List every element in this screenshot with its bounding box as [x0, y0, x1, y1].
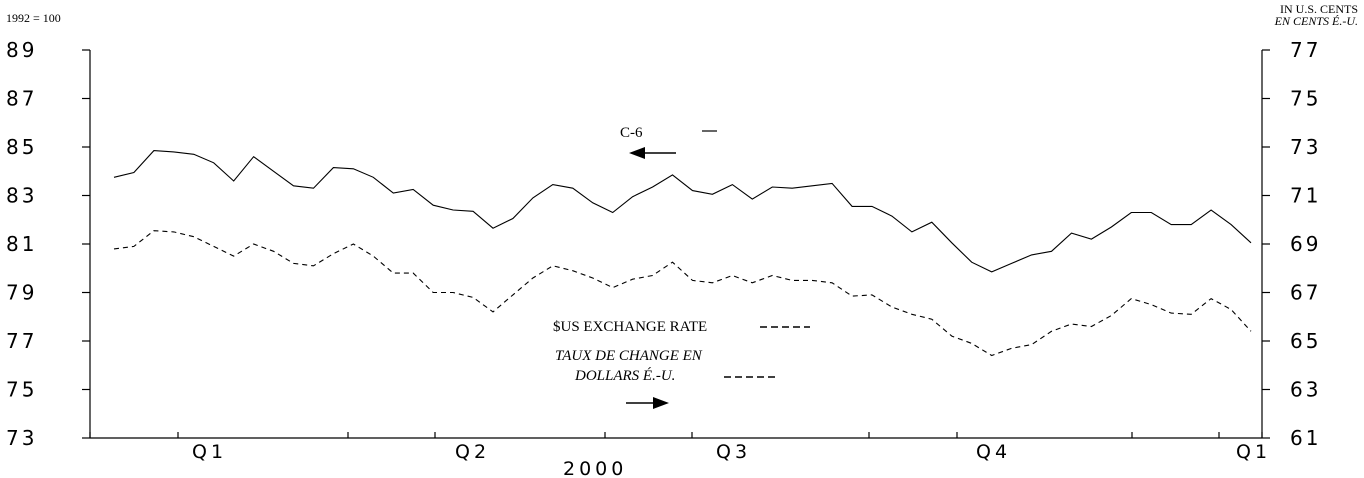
left-tick-label: 73 [6, 426, 37, 450]
left-tick-label: 85 [6, 135, 37, 159]
right-axis-ticks: 77 75 73 71 69 67 65 63 61 [1262, 38, 1321, 450]
series-line-exchange-rate [113, 230, 1252, 357]
x-tick-label-q4: Q4 [976, 441, 1011, 463]
fx-legend-label-fr-2: DOLLARS É.-U. [574, 367, 675, 384]
right-arrow-icon [626, 397, 669, 409]
x-axis-ticks [89, 432, 1263, 438]
x-tick-label-q1: Q1 [192, 441, 227, 463]
series-line-c6 [113, 150, 1252, 273]
right-tick-label: 63 [1290, 378, 1321, 402]
x-tick-label-q3: Q3 [716, 441, 751, 463]
right-tick-label: 75 [1290, 87, 1321, 111]
left-tick-label: 81 [6, 232, 37, 256]
right-tick-label: 61 [1290, 426, 1321, 450]
right-unit-label-en: IN U.S. CENTS [1280, 2, 1358, 16]
right-tick-label: 65 [1290, 329, 1321, 353]
right-tick-label: 69 [1290, 232, 1321, 256]
x-tick-label-q2: Q2 [455, 441, 490, 463]
right-tick-label: 73 [1290, 135, 1321, 159]
left-arrow-icon [629, 147, 676, 159]
right-tick-label: 71 [1290, 184, 1321, 208]
left-tick-label: 75 [6, 378, 37, 402]
left-tick-label: 83 [6, 184, 37, 208]
c6-legend-label: C-6 [620, 125, 643, 141]
right-tick-label: 77 [1290, 38, 1321, 62]
fx-legend-label-fr-1: TAUX DE CHANGE EN [555, 348, 703, 364]
x-tick-label-q1-next: Q1 [1236, 441, 1271, 463]
fx-legend-label-en: $US EXCHANGE RATE [553, 319, 707, 335]
left-unit-label: 1992 = 100 [6, 11, 61, 25]
left-tick-label: 87 [6, 87, 37, 111]
right-tick-label: 67 [1290, 281, 1321, 305]
left-axis-ticks: 89 87 85 83 81 79 77 75 73 [6, 38, 90, 450]
left-tick-label: 77 [6, 329, 37, 353]
left-tick-label: 79 [6, 281, 37, 305]
x-axis-title: 2000 [563, 458, 627, 478]
right-unit-label-fr: EN CENTS É.-U. [1274, 14, 1358, 28]
left-tick-label: 89 [6, 38, 37, 62]
